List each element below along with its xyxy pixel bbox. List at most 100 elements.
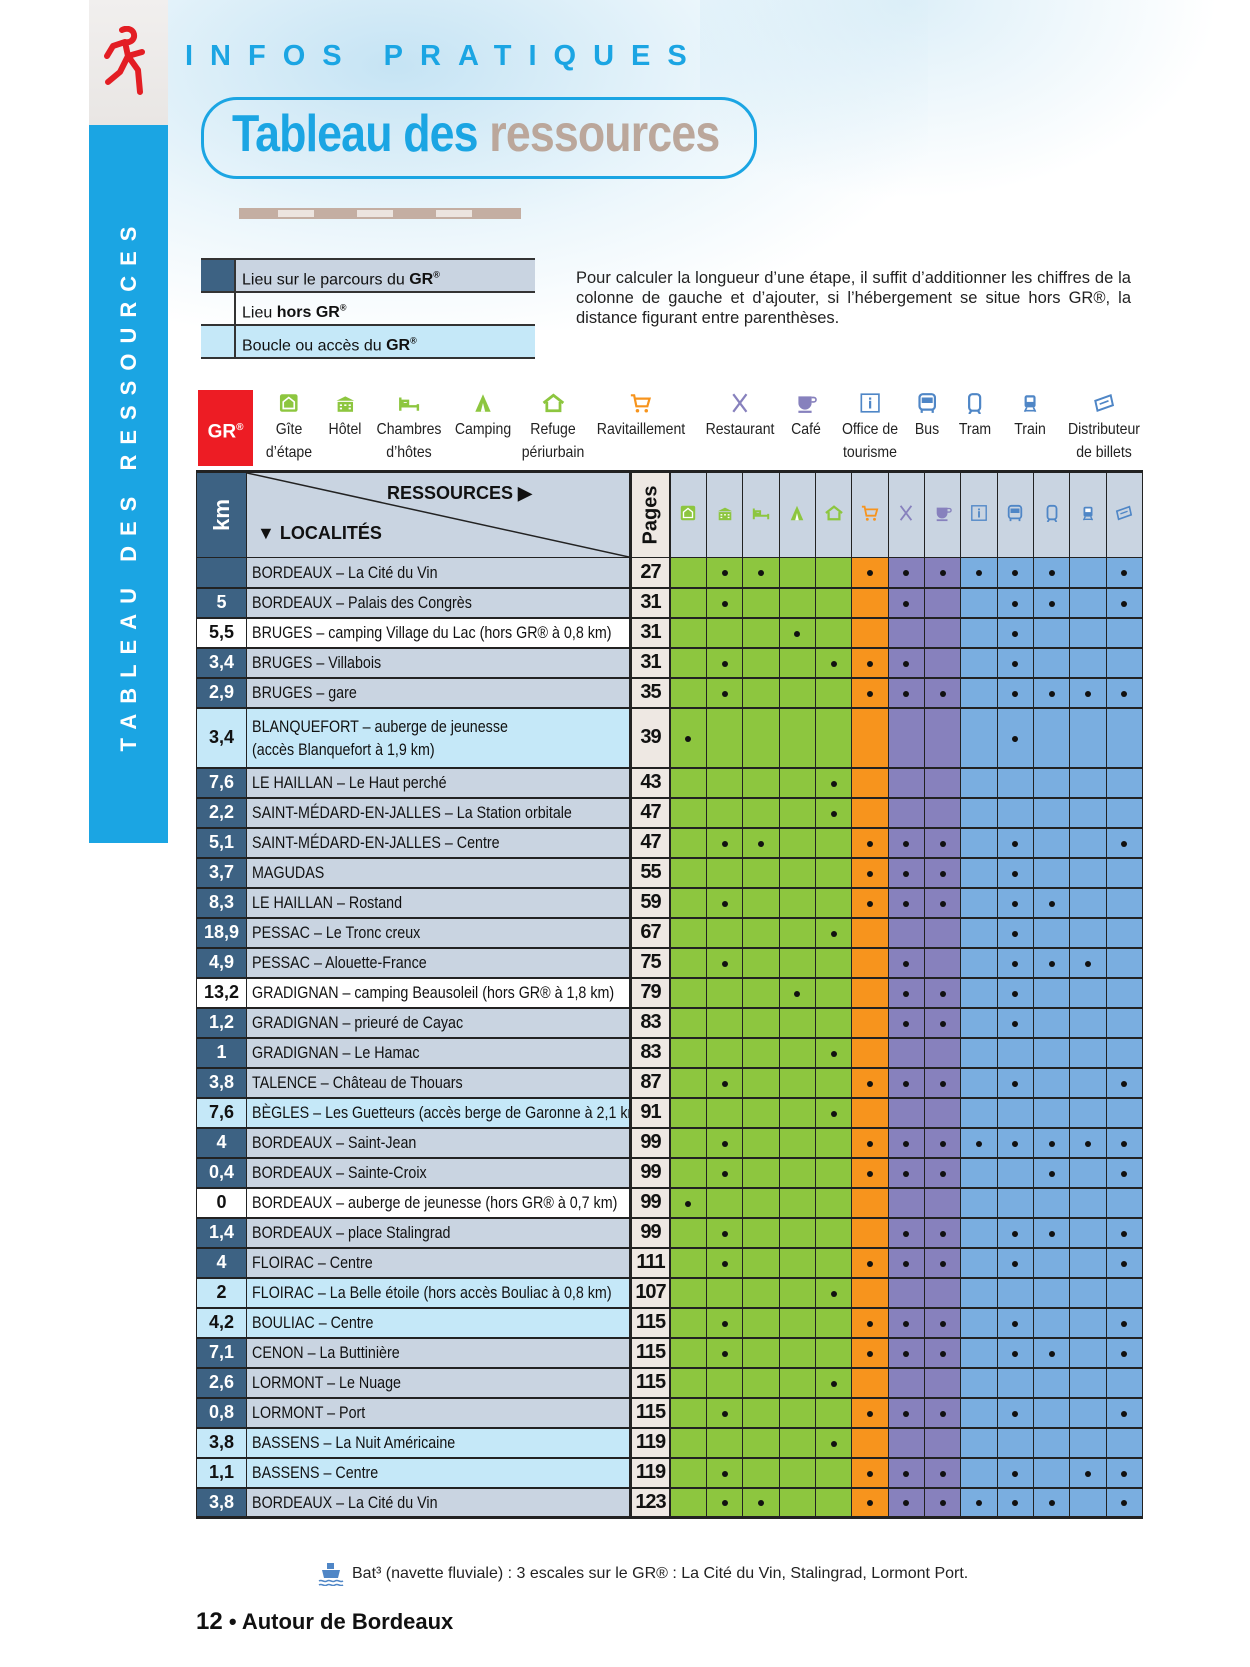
resource-cell bbox=[996, 797, 1034, 829]
availability-dot bbox=[1048, 570, 1055, 577]
resource-cell bbox=[742, 1397, 780, 1429]
resource-cell bbox=[923, 1037, 962, 1069]
availability-dot bbox=[1012, 660, 1019, 667]
resource-cell bbox=[887, 1397, 925, 1429]
locality-name: BRUGES – camping Village du Lac (hors GR… bbox=[252, 623, 612, 642]
availability-dot bbox=[1012, 1140, 1019, 1147]
availability-dot bbox=[721, 600, 728, 607]
resource-legend-icon bbox=[795, 392, 817, 414]
km-cell: 5 bbox=[196, 587, 247, 619]
table-row: 3,8 BASSENS – La Nuit Américaine 119 bbox=[196, 1427, 1144, 1459]
page-cell: 43 bbox=[629, 767, 671, 799]
availability-dot bbox=[1012, 990, 1019, 997]
availability-dot bbox=[1048, 900, 1055, 907]
availability-dot bbox=[1012, 570, 1019, 577]
resource-cell bbox=[887, 1487, 925, 1519]
resource-cell bbox=[1032, 617, 1071, 649]
availability-dot bbox=[830, 1110, 837, 1117]
resource-cell bbox=[814, 1187, 853, 1219]
table-row: 1,4 BORDEAUX – place Stalingrad 99 bbox=[196, 1217, 1144, 1249]
resource-cell bbox=[960, 887, 998, 919]
resource-legend-icon bbox=[630, 392, 652, 414]
resource-cell bbox=[814, 1127, 853, 1159]
resource-cell bbox=[742, 1457, 780, 1489]
availability-dot bbox=[830, 660, 837, 667]
legend-bold-text: GR bbox=[386, 337, 411, 355]
locality-cell: SAINT-MÉDARD-EN-JALLES – La Station orbi… bbox=[246, 797, 631, 829]
table-row: 3,8 BORDEAUX – La Cité du Vin 123 bbox=[196, 1487, 1144, 1519]
resource-cell bbox=[1032, 1457, 1071, 1489]
page-cell: 115 bbox=[629, 1367, 671, 1399]
km-cell: 5,1 bbox=[196, 827, 247, 859]
resource-cell bbox=[778, 857, 816, 889]
info-icon bbox=[860, 393, 880, 413]
resource-legend-item: Chambres d’hôtes bbox=[372, 392, 446, 464]
availability-dot bbox=[1121, 690, 1128, 697]
resource-cell bbox=[1105, 617, 1144, 649]
resource-cell bbox=[1069, 1487, 1107, 1519]
availability-dot bbox=[1121, 840, 1128, 847]
cup-icon bbox=[798, 396, 817, 413]
locality-name: BORDEAUX – auberge de jeunesse (hors GR®… bbox=[252, 1193, 618, 1212]
resource-cell bbox=[996, 1037, 1034, 1069]
availability-dot bbox=[903, 900, 910, 907]
resource-legend-item: Camping bbox=[451, 392, 515, 441]
resource-cell bbox=[1105, 1007, 1144, 1039]
title-part-2: ressources bbox=[489, 105, 720, 163]
availability-dot bbox=[866, 570, 873, 577]
resource-cell bbox=[705, 1367, 744, 1399]
table-row: 2,9 BRUGES – gare 35 bbox=[196, 677, 1144, 709]
availability-dot bbox=[721, 1260, 728, 1267]
km-cell: 1 bbox=[196, 1037, 247, 1069]
resource-cell bbox=[923, 617, 962, 649]
resource-column-header bbox=[742, 471, 780, 558]
resource-cell bbox=[923, 827, 962, 859]
availability-dot bbox=[866, 900, 873, 907]
resource-cell bbox=[705, 647, 744, 679]
sidebar-logo-area bbox=[89, 0, 168, 125]
resource-cell bbox=[1105, 917, 1144, 949]
availability-dot bbox=[939, 570, 946, 577]
availability-dot bbox=[1012, 1320, 1019, 1327]
km-cell bbox=[196, 557, 247, 589]
resource-cell bbox=[1105, 1487, 1144, 1519]
resource-cell bbox=[742, 1157, 780, 1189]
resource-cell bbox=[1105, 1337, 1144, 1369]
availability-dot bbox=[721, 1230, 728, 1237]
resource-legend-icon bbox=[334, 392, 356, 414]
resource-cell bbox=[705, 857, 744, 889]
resource-legend-item: Gîte d’étape bbox=[263, 392, 316, 464]
availability-dot bbox=[721, 960, 728, 967]
resource-cell bbox=[742, 1037, 780, 1069]
resource-cell bbox=[669, 1307, 707, 1339]
resource-cell bbox=[1069, 887, 1107, 919]
resource-cell bbox=[851, 857, 889, 889]
resource-cell bbox=[851, 1097, 889, 1129]
km-cell: 1,1 bbox=[196, 1457, 247, 1489]
table-header-row: km RESSOURCES ▶ ▼ LOCALITÉS Pages bbox=[196, 471, 1144, 558]
availability-dot bbox=[866, 1320, 873, 1327]
resource-cell bbox=[742, 947, 780, 979]
resource-cell bbox=[1105, 827, 1144, 859]
km-cell: 3,8 bbox=[196, 1067, 247, 1099]
resource-cell bbox=[814, 1007, 853, 1039]
resource-cell bbox=[1105, 647, 1144, 679]
locality-cell: GRADIGNAN – Le Hamac bbox=[246, 1037, 631, 1069]
resource-cell bbox=[1105, 587, 1144, 619]
resource-cell bbox=[887, 917, 925, 949]
resource-legend-item: Ravitaillement bbox=[591, 392, 691, 441]
resource-cell bbox=[814, 857, 853, 889]
resource-cell bbox=[996, 1127, 1034, 1159]
resource-cell bbox=[669, 1187, 707, 1219]
availability-dot bbox=[866, 1140, 873, 1147]
localites-header-text: LOCALITÉS bbox=[279, 523, 382, 543]
resource-cell bbox=[669, 1337, 707, 1369]
resource-cell bbox=[923, 1247, 962, 1279]
resource-legend-item: Hôtel bbox=[326, 392, 363, 441]
resource-cell bbox=[1032, 1007, 1071, 1039]
gr-badge-sup: ® bbox=[236, 422, 244, 433]
resource-cell bbox=[705, 1157, 744, 1189]
resource-cell bbox=[960, 677, 998, 709]
resource-legend-icon bbox=[729, 392, 751, 414]
resource-cell bbox=[923, 677, 962, 709]
